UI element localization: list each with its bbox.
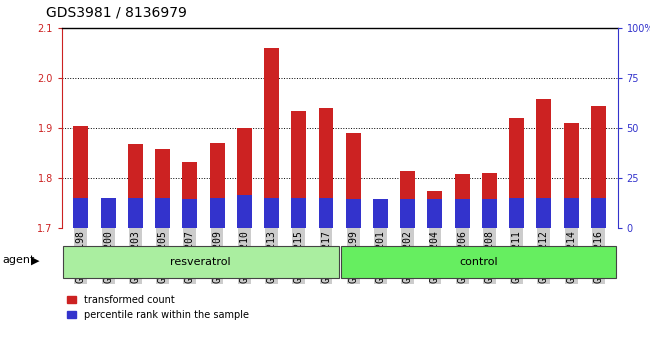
Bar xyxy=(509,118,524,228)
Bar xyxy=(536,99,551,228)
Bar xyxy=(482,173,497,228)
Bar xyxy=(182,199,198,228)
Bar xyxy=(346,133,361,228)
FancyBboxPatch shape xyxy=(63,246,339,278)
Bar xyxy=(509,198,524,228)
Bar xyxy=(318,108,333,228)
Bar xyxy=(209,198,224,228)
Bar xyxy=(182,162,198,228)
Bar xyxy=(400,171,415,228)
Bar xyxy=(264,48,279,228)
Bar xyxy=(536,198,551,228)
Bar xyxy=(128,144,143,228)
Bar xyxy=(237,128,252,228)
Text: resveratrol: resveratrol xyxy=(170,257,231,267)
Text: agent: agent xyxy=(2,255,34,265)
Bar xyxy=(237,195,252,228)
Bar xyxy=(455,174,470,228)
Legend: transformed count, percentile rank within the sample: transformed count, percentile rank withi… xyxy=(66,295,249,320)
Bar xyxy=(209,143,224,228)
Bar xyxy=(591,106,606,228)
Bar xyxy=(591,198,606,228)
Bar xyxy=(564,198,578,228)
Bar xyxy=(455,199,470,228)
Bar xyxy=(155,198,170,228)
Bar xyxy=(73,126,88,228)
Bar xyxy=(346,199,361,228)
Bar xyxy=(155,149,170,228)
Bar xyxy=(264,198,279,228)
Bar xyxy=(564,123,578,228)
FancyBboxPatch shape xyxy=(341,246,616,278)
Bar xyxy=(128,198,143,228)
Bar xyxy=(318,198,333,228)
Text: control: control xyxy=(460,257,498,267)
Text: ▶: ▶ xyxy=(31,255,40,265)
Bar xyxy=(428,199,443,228)
Bar xyxy=(73,198,88,228)
Text: GDS3981 / 8136979: GDS3981 / 8136979 xyxy=(46,5,187,19)
Bar xyxy=(400,199,415,228)
Bar xyxy=(428,191,443,228)
Bar xyxy=(373,206,388,228)
Bar xyxy=(101,198,116,228)
Bar xyxy=(291,111,306,228)
Bar xyxy=(101,203,116,228)
Bar xyxy=(291,198,306,228)
Bar xyxy=(373,199,388,228)
Bar xyxy=(482,199,497,228)
